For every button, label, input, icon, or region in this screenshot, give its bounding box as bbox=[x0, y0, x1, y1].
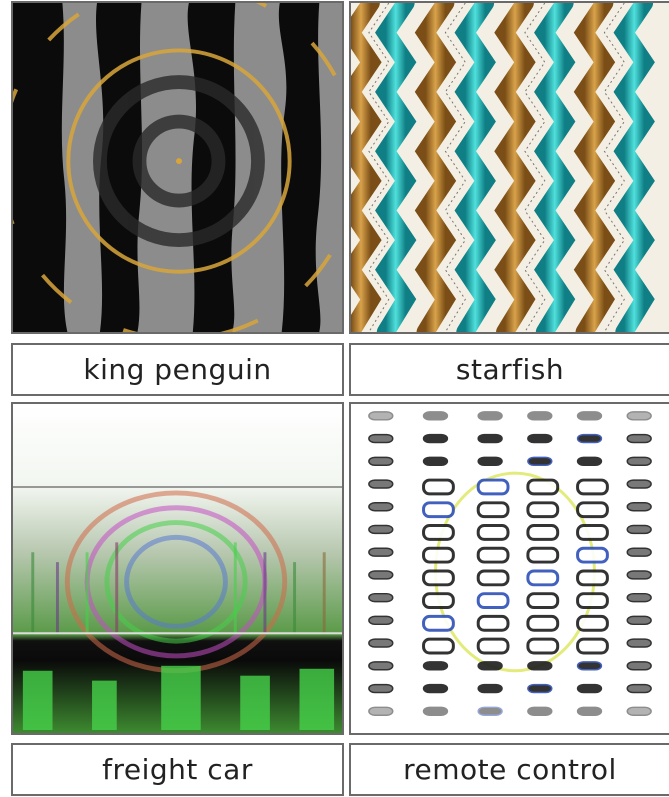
pattern-pill bbox=[526, 501, 560, 519]
pattern-pill bbox=[422, 524, 455, 541]
pattern-pill bbox=[576, 546, 609, 564]
pattern-pill bbox=[422, 433, 449, 444]
pattern-pill bbox=[477, 706, 503, 716]
pattern-pill bbox=[626, 456, 652, 466]
pattern-pill bbox=[476, 614, 510, 632]
pattern-pill bbox=[626, 411, 652, 421]
pattern-pill bbox=[576, 569, 609, 587]
pattern-pill bbox=[476, 546, 510, 564]
pattern-pill bbox=[422, 683, 449, 694]
pattern-pill bbox=[422, 501, 455, 519]
pattern-pill bbox=[422, 569, 455, 587]
pattern-pill bbox=[526, 614, 560, 632]
pattern-pill bbox=[626, 479, 652, 489]
freight-car-label: freight car bbox=[11, 743, 344, 796]
pattern-pill bbox=[626, 661, 652, 671]
pattern-pill bbox=[526, 569, 560, 587]
pattern-pill bbox=[626, 433, 652, 444]
pattern-pill bbox=[626, 615, 652, 626]
pattern-pill bbox=[626, 592, 652, 603]
pattern-pill bbox=[476, 637, 510, 655]
pattern-pill bbox=[422, 592, 455, 610]
king-penguin-image bbox=[11, 1, 344, 334]
pattern-pill bbox=[527, 683, 553, 694]
pattern-pill bbox=[422, 546, 455, 564]
pattern-pill bbox=[368, 456, 394, 466]
pattern-pill bbox=[477, 683, 503, 694]
pattern-pill bbox=[368, 570, 394, 580]
pattern-pill bbox=[368, 615, 394, 626]
pattern-pill bbox=[576, 592, 609, 610]
pattern-pill bbox=[527, 433, 553, 444]
pattern-pill bbox=[576, 683, 603, 694]
pattern-pill bbox=[476, 569, 510, 587]
pattern-pill bbox=[368, 502, 394, 512]
pattern-pill bbox=[576, 524, 609, 541]
pattern-pill bbox=[527, 706, 553, 716]
pattern-pill bbox=[527, 661, 553, 671]
king-penguin-label: king penguin bbox=[11, 343, 344, 396]
pattern-pill bbox=[527, 456, 553, 466]
pattern-pill bbox=[368, 411, 394, 421]
pattern-pill bbox=[576, 478, 609, 496]
pattern-pill bbox=[526, 592, 560, 610]
remote-control-image bbox=[349, 402, 669, 735]
pattern-pill bbox=[626, 570, 652, 580]
pattern-pill bbox=[422, 456, 449, 466]
pattern-pill bbox=[477, 433, 503, 444]
pattern-pill bbox=[422, 706, 449, 716]
starfish-image bbox=[349, 1, 669, 334]
pattern-pill bbox=[626, 638, 652, 648]
pattern-pill bbox=[477, 661, 503, 671]
pattern-pill bbox=[626, 547, 652, 557]
pattern-pill bbox=[576, 433, 603, 444]
pattern-pill bbox=[576, 637, 609, 655]
pattern-pill bbox=[576, 706, 603, 716]
pattern-pill bbox=[527, 411, 553, 421]
pattern-pill bbox=[626, 502, 652, 512]
remote-control-label: remote control bbox=[349, 743, 669, 796]
pattern-pill bbox=[576, 614, 609, 632]
pattern-pill bbox=[576, 411, 603, 421]
pattern-pill bbox=[626, 683, 652, 694]
pattern-pill bbox=[576, 501, 609, 519]
pattern-pill bbox=[368, 524, 394, 535]
pattern-pill bbox=[476, 592, 510, 610]
pattern-pill bbox=[576, 456, 603, 466]
pattern-pill bbox=[626, 706, 652, 716]
pattern-pill bbox=[368, 706, 394, 716]
pattern-pill bbox=[576, 661, 603, 671]
pattern-pill bbox=[422, 614, 455, 632]
starfish-label: starfish bbox=[349, 343, 669, 396]
pattern-pill bbox=[368, 547, 394, 557]
pattern-pill bbox=[368, 479, 394, 489]
pattern-pill bbox=[368, 683, 394, 694]
pattern-pill bbox=[422, 637, 455, 655]
pattern-pill bbox=[526, 546, 560, 564]
pattern-pill bbox=[368, 592, 394, 603]
pattern-pill bbox=[526, 478, 560, 496]
pattern-pill bbox=[476, 501, 510, 519]
pattern-pill bbox=[477, 411, 503, 421]
freight-car-image bbox=[11, 402, 344, 735]
pattern-pill bbox=[476, 524, 510, 541]
pattern-pill bbox=[422, 478, 455, 496]
pattern-pill bbox=[368, 661, 394, 671]
pattern-pill bbox=[422, 661, 449, 671]
pattern-pill bbox=[477, 456, 503, 466]
pattern-pill bbox=[368, 433, 394, 444]
pattern-pill bbox=[626, 524, 652, 535]
pattern-pill bbox=[526, 637, 560, 655]
pattern-pill bbox=[368, 638, 394, 648]
pattern-pill bbox=[422, 411, 449, 421]
pattern-pill bbox=[476, 478, 510, 496]
pattern-pill bbox=[526, 524, 560, 541]
